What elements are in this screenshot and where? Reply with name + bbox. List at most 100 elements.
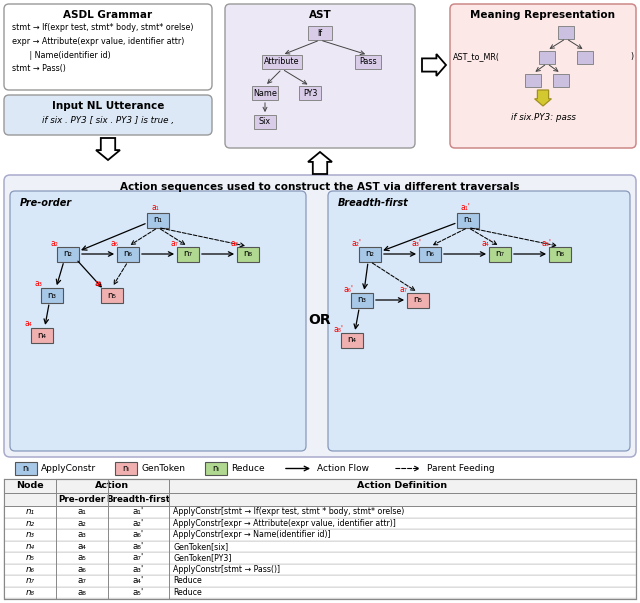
FancyBboxPatch shape — [10, 191, 306, 451]
Bar — [4, 493, 636, 506]
Text: a₃: a₃ — [77, 530, 86, 539]
Text: a₈: a₈ — [230, 239, 238, 247]
Text: Pass: Pass — [359, 57, 377, 66]
Bar — [419, 247, 441, 262]
Bar — [4, 563, 636, 575]
Bar — [4, 479, 636, 599]
Text: a₈': a₈' — [333, 324, 343, 333]
FancyBboxPatch shape — [225, 4, 415, 148]
Polygon shape — [308, 152, 332, 174]
Text: Input NL Utterance: Input NL Utterance — [52, 101, 164, 111]
Text: n₁: n₁ — [154, 215, 163, 224]
Text: Name: Name — [253, 89, 277, 98]
Text: n₃: n₃ — [26, 530, 35, 539]
Text: Six: Six — [259, 118, 271, 127]
Text: GenToken: GenToken — [141, 464, 185, 473]
Bar — [177, 247, 199, 262]
Bar — [539, 51, 555, 63]
Bar — [351, 292, 373, 308]
Text: expr → Attribute(expr value, identifier attr): expr → Attribute(expr value, identifier … — [12, 37, 184, 45]
Text: AST: AST — [308, 10, 332, 20]
Bar — [57, 247, 79, 262]
Text: a₆: a₆ — [77, 565, 86, 573]
Text: a₈': a₈' — [133, 541, 144, 551]
Text: ApplyConstr[expr → Name(identifier id)]: ApplyConstr[expr → Name(identifier id)] — [173, 530, 330, 539]
Text: Pre-order: Pre-order — [58, 495, 106, 504]
Text: a₁': a₁' — [460, 203, 470, 212]
Text: Action sequences used to construct the AST via different traversals: Action sequences used to construct the A… — [120, 182, 520, 192]
Bar — [549, 247, 571, 262]
Bar — [4, 552, 636, 563]
Bar — [205, 462, 227, 475]
Text: Breadth-first: Breadth-first — [338, 198, 409, 208]
Text: a₅': a₅' — [133, 588, 144, 597]
Bar — [4, 506, 636, 517]
Text: GenToken[six]: GenToken[six] — [173, 541, 228, 551]
Text: OR: OR — [308, 313, 332, 327]
Bar — [4, 540, 636, 552]
Text: n₆: n₆ — [426, 250, 435, 259]
Text: a₄: a₄ — [24, 320, 32, 329]
Text: nᵢ: nᵢ — [123, 464, 129, 473]
Bar — [341, 332, 363, 347]
Text: ASDL Grammar: ASDL Grammar — [63, 10, 152, 20]
Text: a₃': a₃' — [133, 565, 144, 573]
Bar — [4, 587, 636, 598]
Text: a₄': a₄' — [133, 576, 144, 586]
Bar — [4, 479, 636, 493]
Text: n₂: n₂ — [63, 250, 72, 259]
Text: if six.PY3: pass: if six.PY3: pass — [511, 113, 575, 122]
Text: a₈: a₈ — [77, 588, 86, 597]
Text: Action Definition: Action Definition — [357, 482, 447, 490]
Text: n₄: n₄ — [38, 330, 47, 339]
Bar — [115, 462, 137, 475]
Text: n₇: n₇ — [26, 576, 35, 586]
Text: If: If — [317, 28, 323, 37]
Text: a₃': a₃' — [411, 239, 421, 247]
Text: a₁: a₁ — [77, 507, 86, 516]
Text: n₇: n₇ — [495, 250, 504, 259]
Text: n₆: n₆ — [124, 250, 132, 259]
Polygon shape — [422, 54, 446, 76]
Text: a₅: a₅ — [94, 280, 102, 288]
Text: Node: Node — [16, 482, 44, 490]
Bar — [355, 55, 381, 69]
Bar — [558, 25, 574, 39]
Text: Meaning Representation: Meaning Representation — [470, 10, 616, 20]
Bar — [4, 529, 636, 540]
Text: n₈: n₈ — [243, 250, 253, 259]
Text: nᵢ: nᵢ — [212, 464, 220, 473]
Text: Attribute: Attribute — [264, 57, 300, 66]
Bar — [489, 247, 511, 262]
Text: AST_to_MR(: AST_to_MR( — [453, 52, 500, 62]
Text: Reduce: Reduce — [173, 576, 202, 586]
Bar — [15, 462, 37, 475]
Text: n₄: n₄ — [26, 541, 35, 551]
Bar — [4, 575, 636, 587]
Text: a₁': a₁' — [133, 507, 144, 516]
Text: a₂: a₂ — [50, 239, 58, 247]
Text: a₆': a₆' — [133, 530, 144, 539]
Text: a₆': a₆' — [343, 285, 353, 294]
Text: n₆: n₆ — [26, 565, 35, 573]
Text: a₂': a₂' — [351, 239, 361, 247]
Bar — [117, 247, 139, 262]
Text: a₇': a₇' — [133, 553, 144, 562]
Bar — [553, 74, 569, 86]
FancyBboxPatch shape — [4, 4, 212, 90]
Bar — [101, 288, 123, 303]
Text: a₄': a₄' — [481, 239, 491, 247]
Bar — [252, 86, 278, 100]
Text: n₅: n₅ — [108, 291, 116, 300]
Text: Parent Feeding: Parent Feeding — [427, 464, 495, 473]
Text: a₂': a₂' — [133, 519, 144, 528]
Bar — [147, 212, 169, 227]
Bar — [237, 247, 259, 262]
Bar — [359, 247, 381, 262]
Bar — [525, 74, 541, 86]
Text: n₅: n₅ — [413, 295, 422, 305]
Text: n₁: n₁ — [463, 215, 472, 224]
Text: n₃: n₃ — [358, 295, 367, 305]
Text: a₅: a₅ — [77, 553, 86, 562]
Bar — [577, 51, 593, 63]
